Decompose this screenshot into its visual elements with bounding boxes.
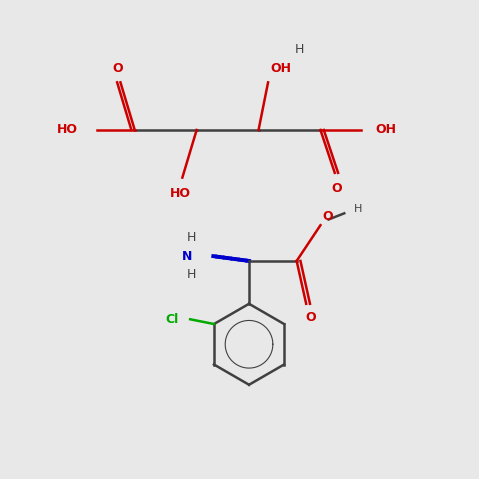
Text: H: H xyxy=(354,204,362,214)
Text: O: O xyxy=(306,311,316,324)
Text: OH: OH xyxy=(271,62,291,75)
Text: O: O xyxy=(323,210,333,223)
Text: HO: HO xyxy=(57,124,78,137)
Text: N: N xyxy=(182,250,192,262)
Text: O: O xyxy=(113,62,124,75)
Text: O: O xyxy=(332,182,342,195)
Text: Cl: Cl xyxy=(165,313,178,326)
Text: H: H xyxy=(294,43,304,56)
Text: HO: HO xyxy=(170,187,191,200)
Text: OH: OH xyxy=(375,124,396,137)
Text: H: H xyxy=(187,231,196,244)
Text: H: H xyxy=(187,268,196,281)
